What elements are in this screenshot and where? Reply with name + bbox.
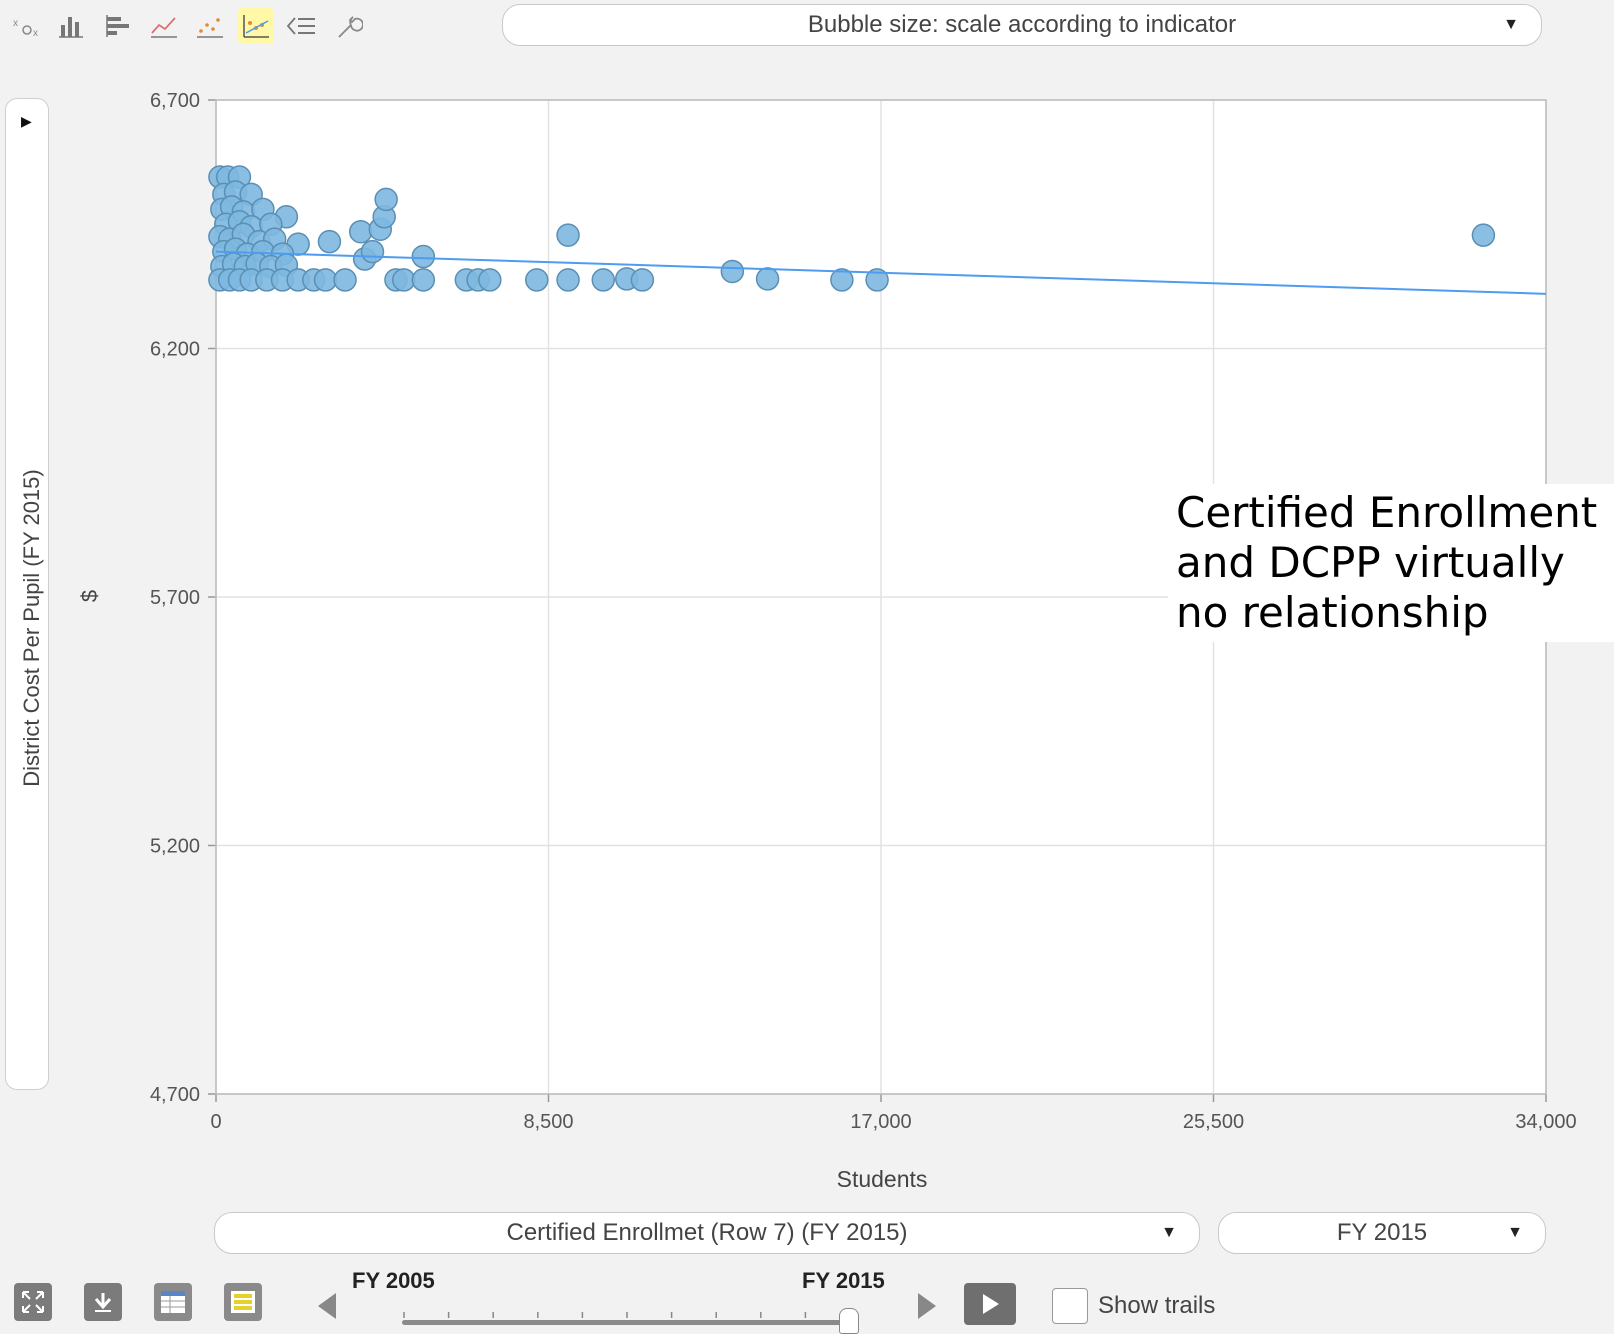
data-point bbox=[630, 268, 655, 292]
x-indicator-select[interactable]: Certified Enrollmet (Row 7) (FY 2015) ▼ bbox=[214, 1212, 1200, 1254]
x-indicator-select-label: Certified Enrollmet (Row 7) (FY 2015) bbox=[506, 1219, 908, 1246]
year-select[interactable]: FY 2015 ▼ bbox=[1218, 1212, 1546, 1254]
slider-start-label: FY 2005 bbox=[352, 1268, 435, 1293]
x-tick-label: 0 bbox=[210, 1111, 221, 1133]
download-icon bbox=[94, 1293, 112, 1312]
slider-ticks bbox=[402, 1305, 850, 1318]
scatter-chart: 4,700 5,200 5,700 6,200 6,700 0 8,500 17,000 25,… bbox=[150, 90, 1577, 1133]
list-icon[interactable] bbox=[284, 8, 320, 44]
y-tick-label: 5,700 bbox=[150, 587, 200, 609]
scatter-trend-icon[interactable] bbox=[238, 8, 274, 44]
data-point bbox=[755, 267, 780, 291]
fullscreen-button[interactable] bbox=[14, 1283, 52, 1321]
expand-arrow-icon: ▶ bbox=[21, 113, 32, 129]
y-tick-label: 5,200 bbox=[150, 836, 200, 858]
y-tick-label: 6,200 bbox=[150, 339, 200, 361]
chart-annotation: Certified Enrollment and DCPP virtually … bbox=[1168, 484, 1614, 642]
bubble-size-select[interactable]: Bubble size: scale according to indicato… bbox=[502, 4, 1542, 46]
step-forward-button[interactable] bbox=[918, 1293, 936, 1319]
chevron-down-icon: ▼ bbox=[1507, 1224, 1523, 1241]
slider-end-label: FY 2015 bbox=[802, 1268, 885, 1293]
data-point bbox=[720, 259, 745, 284]
x-axis-title: Students bbox=[836, 1166, 928, 1192]
y-tick-label: 6,700 bbox=[150, 90, 200, 112]
time-slider-track[interactable] bbox=[402, 1320, 850, 1325]
legend-button[interactable] bbox=[224, 1283, 262, 1321]
x-tick-label: 17,000 bbox=[850, 1111, 911, 1133]
chevron-down-icon: ▼ bbox=[1503, 16, 1519, 33]
data-point bbox=[333, 268, 357, 292]
fullscreen-icon bbox=[22, 1291, 44, 1313]
data-point bbox=[348, 219, 373, 244]
side-panel-toggle[interactable]: ▶ bbox=[5, 98, 49, 1090]
scatter-chart-icon[interactable] bbox=[192, 8, 228, 44]
data-point bbox=[591, 268, 616, 292]
step-back-button[interactable] bbox=[318, 1293, 336, 1319]
data-point bbox=[392, 268, 416, 292]
svg-text:x: x bbox=[13, 18, 18, 29]
data-point bbox=[411, 268, 436, 292]
column-chart-icon[interactable] bbox=[54, 8, 90, 44]
data-point bbox=[830, 268, 854, 292]
x-tick-label: 34,000 bbox=[1515, 1111, 1576, 1133]
download-button[interactable] bbox=[84, 1283, 122, 1321]
y-tick-label: 4,700 bbox=[150, 1084, 200, 1106]
play-button[interactable] bbox=[964, 1283, 1016, 1325]
data-point bbox=[478, 268, 502, 292]
data-point bbox=[360, 239, 385, 264]
show-trails-checkbox[interactable] bbox=[1052, 1288, 1088, 1324]
data-point bbox=[411, 244, 436, 269]
x-tick-label: 25,500 bbox=[1183, 1111, 1244, 1133]
wrench-icon[interactable] bbox=[330, 8, 366, 44]
bubble-size-select-label: Bubble size: scale according to indicato… bbox=[807, 11, 1237, 38]
x-tick-label: 8,500 bbox=[523, 1111, 573, 1133]
year-select-label: FY 2015 bbox=[1336, 1219, 1428, 1246]
chevron-down-icon: ▼ bbox=[1161, 1224, 1177, 1241]
data-point bbox=[1471, 223, 1496, 247]
table-view-button[interactable] bbox=[154, 1283, 192, 1321]
show-trails-label: Show trails bbox=[1098, 1292, 1216, 1319]
bar-chart-icon[interactable] bbox=[100, 8, 136, 44]
svg-text:x: x bbox=[33, 28, 38, 38]
data-point bbox=[525, 268, 549, 292]
table-icon bbox=[161, 1291, 185, 1313]
trend-line bbox=[215, 250, 1547, 295]
data-point bbox=[313, 268, 338, 292]
line-chart-icon[interactable] bbox=[146, 8, 182, 44]
data-point bbox=[374, 187, 398, 212]
time-slider-handle[interactable] bbox=[839, 1308, 859, 1334]
data-point bbox=[865, 268, 889, 292]
data-point bbox=[556, 223, 580, 247]
data-point bbox=[317, 229, 342, 254]
data-point bbox=[556, 268, 580, 292]
legend-icon bbox=[231, 1291, 255, 1313]
